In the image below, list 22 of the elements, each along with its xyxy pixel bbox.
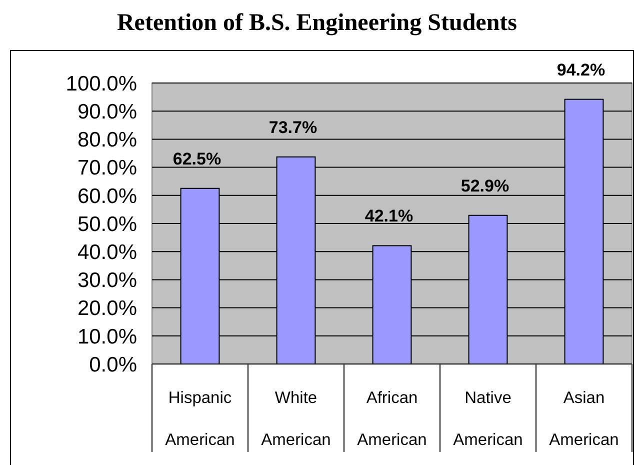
data-label: 42.1% (364, 206, 414, 226)
y-tick-label: 70.0% (77, 156, 137, 180)
y-tick-label: 10.0% (77, 325, 137, 348)
chart-title: Retention of B.S. Engineering Students (116, 10, 518, 36)
category-label: White American (261, 389, 331, 449)
y-tick-label: 100.0% (66, 72, 137, 96)
y-tick-label: 60.0% (77, 184, 137, 208)
y-tick-label: 90.0% (77, 100, 137, 124)
category-label: Native American (453, 389, 523, 449)
data-label: 52.9% (460, 176, 510, 196)
y-tick-label: 80.0% (77, 128, 137, 152)
data-label: 94.2% (556, 60, 606, 80)
data-label: 62.5% (172, 149, 222, 168)
y-tick-label: 0.0% (89, 353, 137, 376)
category-label: Asian American (549, 389, 619, 449)
data-label: 73.7% (268, 118, 318, 137)
y-tick-label: 30.0% (77, 269, 137, 292)
y-tick-label: 40.0% (77, 240, 137, 264)
y-tick-label: 50.0% (77, 212, 137, 236)
category-label: African American (357, 389, 427, 449)
category-label: Hispanic American (165, 389, 235, 449)
y-tick-label: 20.0% (77, 297, 137, 320)
